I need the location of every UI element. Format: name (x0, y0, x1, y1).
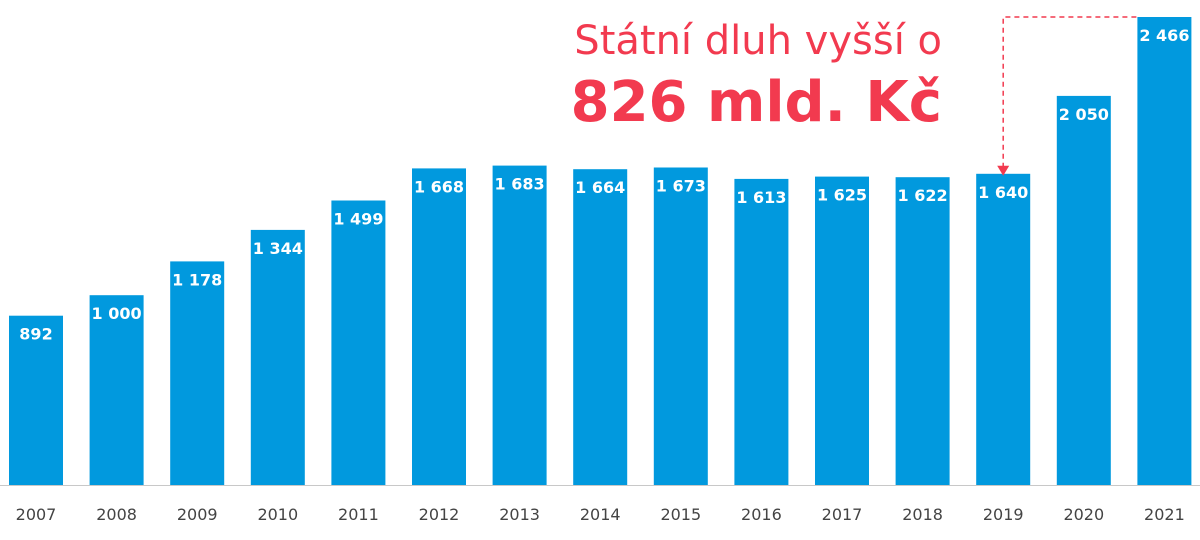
x-tick-label-2018: 2018 (902, 505, 943, 524)
data-label-2009: 1 178 (172, 270, 222, 289)
x-tick-label-2021: 2021 (1144, 505, 1185, 524)
bar-2010 (250, 229, 305, 485)
bar-2017 (815, 176, 869, 485)
x-tick-label-2020: 2020 (1063, 505, 1104, 524)
data-label-2020: 2 050 (1059, 105, 1109, 124)
bar-2011 (331, 200, 386, 485)
data-label-2007: 892 (19, 325, 52, 344)
data-label-2017: 1 625 (817, 186, 867, 205)
x-tick-label-2017: 2017 (822, 505, 863, 524)
annotation-line2: 826 mld. Kč (570, 70, 942, 135)
data-label-2016: 1 613 (736, 188, 786, 207)
x-tick-label-2011: 2011 (338, 505, 379, 524)
bar-2007 (9, 315, 63, 485)
bar-2014 (573, 169, 628, 485)
x-tick-label-2013: 2013 (499, 505, 540, 524)
bar-2009 (170, 261, 225, 485)
x-tick-label-2007: 2007 (16, 505, 57, 524)
annotation-arrowhead (997, 165, 1010, 176)
data-label-2012: 1 668 (414, 177, 464, 196)
bar-2015 (653, 167, 708, 485)
data-label-2015: 1 673 (656, 177, 706, 196)
x-tick-label-2010: 2010 (257, 505, 298, 524)
x-tick-label-2019: 2019 (983, 505, 1024, 524)
data-label-2011: 1 499 (333, 210, 383, 229)
bar-2020 (1056, 95, 1111, 486)
data-label-2013: 1 683 (495, 175, 545, 194)
data-label-2010: 1 344 (253, 239, 303, 258)
x-tick-label-2008: 2008 (96, 505, 137, 524)
bar-2016 (734, 178, 789, 485)
bar-2013 (492, 165, 547, 485)
bar-2019 (976, 173, 1031, 486)
data-label-2008: 1 000 (92, 304, 142, 323)
x-tick-label-2015: 2015 (660, 505, 701, 524)
bar-2012 (412, 168, 466, 485)
x-tick-label-2009: 2009 (177, 505, 218, 524)
data-label-2014: 1 664 (575, 178, 625, 197)
x-tick-label-2012: 2012 (419, 505, 460, 524)
annotation-line1: Státní dluh vyšší o (574, 18, 942, 64)
data-label-2018: 1 622 (898, 186, 948, 205)
x-tick-label-2014: 2014 (580, 505, 621, 524)
bar-2008 (89, 295, 144, 485)
bar-2018 (895, 177, 950, 485)
bar-2021 (1137, 17, 1192, 485)
data-label-2019: 1 640 (978, 183, 1028, 202)
x-tick-label-2016: 2016 (741, 505, 782, 524)
data-label-2021: 2 466 (1139, 26, 1189, 45)
